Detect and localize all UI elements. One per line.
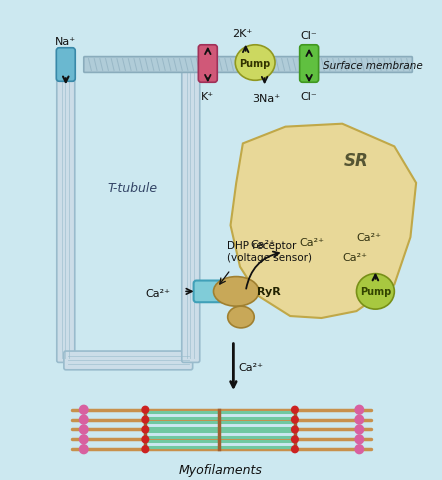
FancyBboxPatch shape (182, 70, 200, 363)
Circle shape (142, 446, 149, 453)
FancyBboxPatch shape (84, 58, 412, 73)
Text: Cl⁻: Cl⁻ (301, 92, 317, 102)
Polygon shape (231, 124, 416, 318)
Circle shape (292, 436, 298, 443)
Text: SR: SR (344, 152, 369, 170)
FancyBboxPatch shape (194, 281, 237, 302)
FancyBboxPatch shape (300, 46, 319, 83)
Text: Myofilaments: Myofilaments (179, 463, 263, 476)
FancyBboxPatch shape (198, 46, 217, 83)
Circle shape (292, 446, 298, 453)
Text: K⁺: K⁺ (201, 92, 214, 102)
Text: Ca²⁺: Ca²⁺ (250, 240, 275, 250)
Text: Ca²⁺: Ca²⁺ (356, 233, 381, 242)
Circle shape (142, 416, 149, 423)
Circle shape (292, 416, 298, 423)
FancyBboxPatch shape (64, 351, 193, 370)
Ellipse shape (213, 277, 259, 307)
Circle shape (80, 435, 88, 444)
Text: Ca²⁺: Ca²⁺ (238, 362, 263, 372)
Text: Pump: Pump (240, 59, 271, 68)
Circle shape (355, 445, 364, 454)
Text: Cl⁻: Cl⁻ (301, 31, 317, 41)
Circle shape (142, 436, 149, 443)
Circle shape (355, 415, 364, 424)
Text: Ca²⁺: Ca²⁺ (145, 289, 170, 299)
Circle shape (355, 425, 364, 434)
FancyBboxPatch shape (56, 48, 75, 82)
Circle shape (80, 445, 88, 454)
Text: 2K⁺: 2K⁺ (232, 29, 252, 39)
Text: DHP receptor
(voltage sensor): DHP receptor (voltage sensor) (227, 240, 312, 262)
FancyBboxPatch shape (57, 70, 75, 363)
Text: RyR: RyR (257, 287, 281, 297)
Text: Ca²⁺: Ca²⁺ (342, 252, 367, 262)
Text: Na⁺: Na⁺ (55, 36, 76, 47)
Text: 3Na⁺: 3Na⁺ (252, 94, 281, 104)
Circle shape (292, 426, 298, 433)
Text: Pump: Pump (360, 287, 391, 297)
Circle shape (80, 425, 88, 434)
Text: Surface membrane: Surface membrane (324, 60, 423, 71)
Circle shape (142, 426, 149, 433)
Text: T-tubule: T-tubule (107, 182, 157, 195)
Circle shape (80, 406, 88, 414)
Ellipse shape (356, 274, 394, 310)
Ellipse shape (228, 307, 254, 328)
Circle shape (355, 435, 364, 444)
Text: Ca²⁺: Ca²⁺ (300, 238, 325, 248)
Circle shape (142, 407, 149, 413)
Ellipse shape (235, 46, 275, 81)
Circle shape (292, 407, 298, 413)
Circle shape (80, 415, 88, 424)
Circle shape (355, 406, 364, 414)
